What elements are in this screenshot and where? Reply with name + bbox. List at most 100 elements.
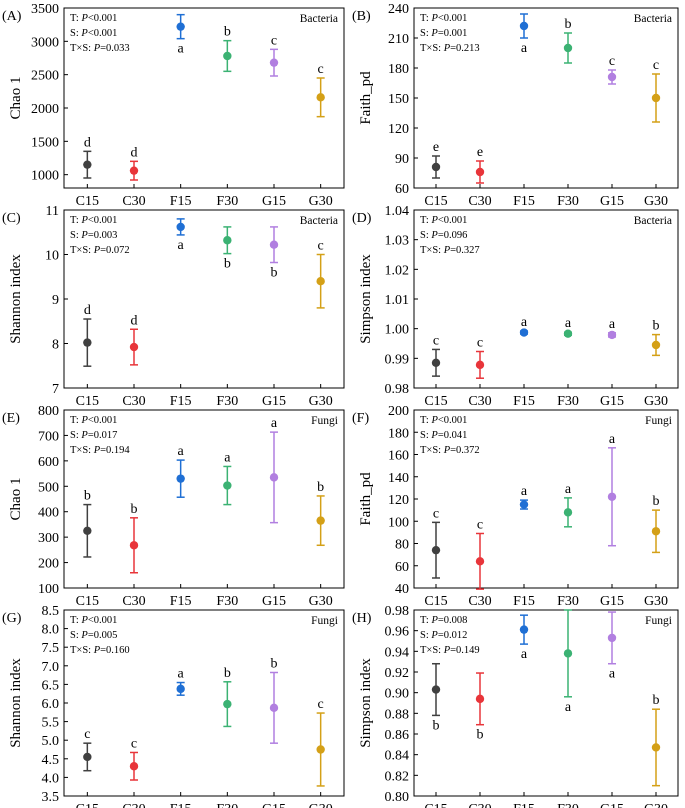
significance-letter: c	[433, 506, 439, 521]
y-tick-label: 0.94	[385, 645, 410, 660]
y-tick-label: 90	[395, 152, 409, 167]
data-point-f30: a	[563, 316, 573, 338]
stat-line: T: P<0.001	[420, 415, 467, 426]
stat-line: T×S: P=0.033	[70, 43, 130, 54]
data-point-c30: b	[475, 672, 485, 743]
y-tick-label: 0.90	[385, 687, 410, 702]
plot-frame	[413, 609, 679, 797]
data-point-f30: a	[563, 609, 573, 715]
x-tick-label: F30	[557, 802, 579, 808]
significance-letter: b	[433, 718, 440, 733]
data-point-g30: b	[651, 494, 661, 554]
y-axis-label: Chao 1	[8, 77, 24, 120]
stat-line: T: P<0.001	[420, 13, 467, 24]
significance-letter: c	[477, 517, 483, 532]
significance-letter: d	[84, 135, 91, 150]
panel-b: (B) 60 90 120 150 180 210 240 Faith_pd C15 C30 F15 F…	[352, 2, 679, 209]
x-tick-label: C15	[76, 594, 99, 609]
y-tick-label: 0.98	[385, 604, 410, 619]
significance-letter: b	[271, 266, 278, 281]
point-marker	[223, 51, 232, 61]
point-marker	[651, 743, 661, 752]
significance-letter: a	[178, 42, 185, 57]
stat-line: T×S: P=0.372	[420, 445, 480, 456]
point-marker	[176, 22, 185, 31]
x-tick-label: F30	[216, 394, 238, 409]
stat-line: S: P=0.041	[420, 430, 467, 441]
y-tick-label: 7	[52, 382, 59, 397]
significance-letter: b	[477, 728, 484, 743]
data-point-c15: e	[431, 140, 441, 179]
panel-label: (G)	[2, 611, 22, 626]
significance-letter: b	[653, 494, 660, 509]
point-marker	[563, 329, 573, 338]
y-tick-label: 40	[395, 582, 409, 597]
data-point-f30: b	[223, 226, 232, 272]
significance-letter: e	[433, 140, 439, 155]
x-tick-label: G15	[262, 194, 286, 209]
point-marker	[129, 541, 139, 550]
x-tick-label: C30	[122, 394, 145, 409]
y-tick-label: 0.88	[385, 707, 410, 722]
stat-line: S: P=0.096	[420, 230, 467, 241]
group-label: Bacteria	[300, 13, 338, 25]
point-marker	[651, 340, 661, 350]
significance-letter: e	[477, 145, 483, 160]
y-tick-label: 7.0	[42, 660, 60, 675]
point-marker	[269, 240, 279, 249]
y-tick-label: 400	[38, 506, 59, 521]
x-tick-label: F15	[513, 394, 535, 409]
panel-g: (G) 3.5 4.0 4.5 5.0 5.5 6.0 6.5 7.0 7.5 8.0 8.5 Shan…	[2, 604, 345, 808]
x-tick-label: G30	[644, 594, 668, 609]
stat-line: T×S: P=0.160	[70, 645, 130, 656]
significance-letter: a	[609, 317, 616, 332]
point-marker	[223, 699, 232, 709]
point-marker	[607, 330, 617, 340]
x-tick-label: C30	[122, 594, 145, 609]
x-tick-label: G30	[309, 194, 333, 209]
y-axis-label: Shannon index	[8, 658, 24, 748]
significance-letter: c	[477, 336, 483, 351]
y-tick-label: 10	[45, 249, 59, 264]
stat-line: T: P<0.001	[70, 415, 117, 426]
y-tick-label: 100	[388, 515, 409, 530]
x-tick-label: F15	[170, 394, 192, 409]
y-tick-label: 1.04	[385, 204, 410, 219]
x-tick-label: G30	[644, 802, 668, 808]
significance-letter: d	[84, 303, 91, 318]
significance-letter: c	[271, 33, 277, 48]
x-tick-label: G30	[644, 394, 668, 409]
y-tick-label: 140	[388, 471, 409, 486]
point-marker	[431, 358, 441, 367]
panel-label: (C)	[2, 211, 21, 226]
significance-letter: b	[224, 25, 231, 40]
y-tick-label: 120	[388, 493, 409, 508]
data-point-f15: a	[519, 484, 529, 510]
data-point-c30: e	[475, 145, 485, 184]
data-point-g15: a	[607, 432, 617, 547]
point-marker	[651, 93, 661, 103]
y-tick-label: 7.5	[42, 641, 60, 656]
significance-letter: a	[521, 647, 528, 662]
point-marker	[431, 162, 441, 172]
group-label: Bacteria	[634, 13, 672, 25]
y-tick-label: 60	[395, 560, 409, 575]
significance-letter: a	[224, 450, 231, 465]
x-tick-label: C30	[122, 802, 145, 808]
y-tick-label: 700	[38, 429, 59, 444]
significance-letter: b	[131, 502, 138, 517]
data-point-f15: a	[519, 315, 529, 337]
y-axis-label: Faith_pd	[358, 71, 374, 125]
data-point-g30: b	[651, 319, 661, 357]
y-tick-label: 0.96	[385, 625, 410, 640]
x-tick-label: G30	[309, 394, 333, 409]
point-marker	[316, 93, 325, 102]
y-axis-label: Faith_pd	[358, 472, 374, 526]
x-tick-label: C15	[424, 802, 447, 808]
y-tick-label: 0.84	[385, 749, 410, 764]
y-tick-label: 1.02	[385, 263, 410, 278]
point-marker	[316, 745, 325, 754]
point-marker	[316, 277, 325, 286]
data-point-c30: c	[475, 517, 485, 590]
group-label: Fungi	[645, 415, 672, 427]
